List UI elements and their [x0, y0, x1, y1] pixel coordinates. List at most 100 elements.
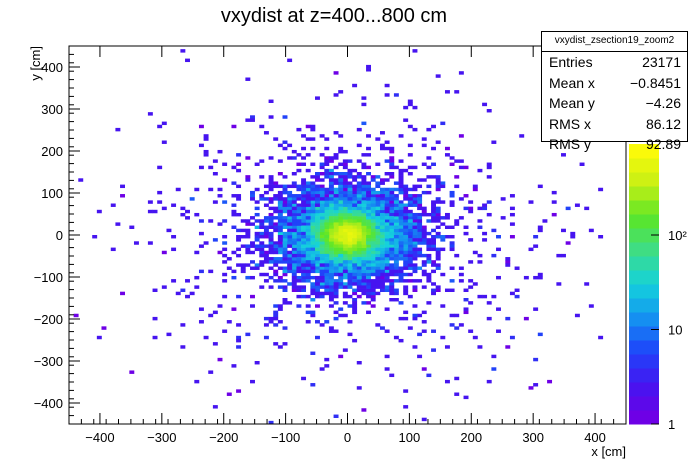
histogram-bin [389, 228, 395, 233]
histogram-bin [263, 184, 269, 189]
histogram-bin [379, 178, 385, 182]
histogram-bin [375, 194, 381, 198]
histogram-bin [407, 238, 413, 242]
histogram-bin [338, 244, 344, 248]
histogram-bin [412, 304, 418, 308]
histogram-bin [366, 253, 372, 258]
histogram-bin [398, 209, 404, 214]
histogram-bin [389, 269, 395, 274]
histogram-bin [375, 206, 381, 211]
histogram-bin [333, 288, 339, 292]
histogram-bin [366, 219, 372, 223]
histogram-bin [328, 200, 334, 204]
histogram-bin [268, 175, 274, 179]
histogram-bin [342, 231, 348, 236]
histogram-bin [407, 219, 413, 223]
histogram-bin [282, 253, 288, 258]
histogram-bin [268, 200, 274, 204]
histogram-bin [277, 172, 283, 176]
histogram-bin [282, 206, 288, 211]
histogram-bin [407, 263, 413, 267]
histogram-bin [301, 197, 307, 201]
histogram-bin [287, 250, 293, 255]
histogram-bin [389, 257, 395, 261]
histogram-bin [375, 231, 381, 236]
histogram-bin [421, 178, 427, 182]
histogram-bin [389, 244, 395, 248]
histogram-bin [570, 235, 576, 239]
histogram-bin [412, 184, 418, 189]
histogram-bin [412, 241, 418, 245]
histogram-bin [403, 231, 409, 236]
histogram-bin [356, 194, 362, 198]
histogram-bin [361, 162, 367, 166]
histogram-bin [537, 225, 543, 229]
histogram-bin [361, 209, 367, 214]
histogram-bin [282, 288, 288, 292]
histogram-bin [305, 228, 311, 233]
histogram-bin [435, 247, 441, 252]
histogram-bin [120, 194, 125, 198]
histogram-bin [375, 238, 381, 242]
histogram-bin [338, 238, 344, 242]
histogram-bin [282, 326, 288, 330]
histogram-bin [287, 231, 293, 236]
histogram-bin [435, 140, 441, 144]
histogram-bin [551, 212, 557, 217]
histogram-bin [328, 175, 334, 179]
histogram-bin [273, 323, 279, 327]
histogram-bin [440, 184, 446, 189]
histogram-bin [375, 282, 381, 286]
histogram-bin [342, 282, 348, 286]
histogram-bin [301, 279, 307, 283]
histogram-bin [384, 172, 390, 176]
histogram-bin [319, 263, 325, 267]
histogram-bin [523, 316, 529, 321]
histogram-bin [393, 269, 399, 274]
y-tick-label: 100 [41, 186, 63, 201]
histogram-bin [356, 187, 362, 192]
histogram-bin [421, 329, 427, 333]
histogram-bin [398, 269, 404, 274]
histogram-bin [342, 291, 348, 296]
x-axis: −400 −300 −200 −100 0 100 200 300 400 [68, 46, 627, 445]
histogram-bin [328, 178, 334, 182]
histogram-bin [379, 231, 385, 236]
histogram-bin [277, 203, 283, 207]
histogram-bin [259, 260, 265, 264]
histogram-bin [301, 260, 307, 264]
histogram-bin [403, 225, 409, 229]
histogram-bin [435, 181, 441, 185]
histogram-bin [338, 269, 344, 274]
histogram-bin [282, 257, 288, 261]
histogram-bin [277, 231, 283, 236]
histogram-bin [296, 203, 302, 207]
histogram-bin [370, 288, 376, 292]
histogram-bin [361, 269, 367, 274]
histogram-bin [315, 241, 320, 245]
histogram-bin [417, 354, 423, 359]
histogram-bin [421, 269, 427, 274]
histogram-bin [301, 294, 307, 299]
histogram-bin [194, 379, 200, 384]
histogram-bin [310, 257, 316, 261]
histogram-bin [333, 250, 339, 255]
histogram-bin [268, 115, 274, 119]
histogram-bin [417, 225, 423, 229]
histogram-bin [389, 298, 395, 302]
histogram-bin [356, 247, 362, 252]
histogram-bin [417, 332, 423, 337]
histogram-bin [403, 272, 409, 277]
histogram-bin [268, 320, 274, 324]
histogram-bin [277, 194, 283, 198]
histogram-bin [268, 181, 274, 185]
histogram-bin [324, 357, 330, 362]
histogram-bin [245, 235, 251, 239]
histogram-bin [347, 219, 353, 223]
histogram-bin [222, 279, 228, 283]
histogram-bin [273, 279, 279, 283]
histogram-bin [370, 212, 376, 217]
histogram-bin [389, 250, 395, 255]
histogram-bin [296, 225, 302, 229]
histogram-bin [393, 263, 399, 267]
